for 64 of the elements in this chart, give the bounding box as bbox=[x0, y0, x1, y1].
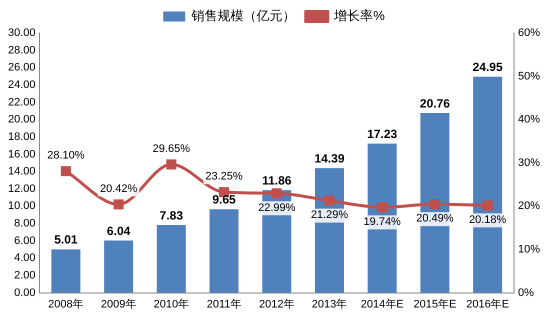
data-label: 14.39 bbox=[314, 151, 345, 166]
y-tick-label: 0.00 bbox=[14, 286, 36, 299]
x-tick-label: 2011年 bbox=[206, 298, 242, 310]
point bbox=[166, 159, 176, 170]
x-tick-label: 2014年E bbox=[360, 298, 404, 310]
data-label: 20.76 bbox=[420, 96, 450, 110]
y-tick-label: 20.00 bbox=[8, 114, 36, 126]
data-label: 5.01 bbox=[54, 232, 78, 247]
point bbox=[114, 199, 124, 210]
y-tick-label: 12.00 bbox=[8, 182, 36, 195]
data-label: 20.18% bbox=[468, 214, 506, 226]
y-tick-label: 6.00 bbox=[14, 234, 36, 247]
x-tick-label: 2016年E bbox=[466, 298, 510, 310]
y-tick-label: 2.00 bbox=[14, 270, 36, 282]
bar bbox=[156, 224, 186, 293]
data-label: 17.23 bbox=[367, 126, 398, 141]
y2-tick-label: 40% bbox=[518, 114, 540, 126]
data-label: 9.65 bbox=[212, 192, 236, 207]
y-tick-label: 10.00 bbox=[8, 200, 36, 212]
y2-tick-label: 0% bbox=[518, 286, 534, 299]
y-tick-label: 24.00 bbox=[8, 78, 36, 91]
data-label: 20.42% bbox=[100, 182, 138, 195]
y-tick-label: 22.00 bbox=[8, 96, 36, 108]
x-tick-label: 2012年 bbox=[259, 298, 294, 310]
bar bbox=[104, 240, 134, 293]
data-label: 29.65% bbox=[152, 142, 190, 155]
y2-tick-label: 10% bbox=[518, 244, 540, 256]
data-label: 28.10% bbox=[47, 150, 85, 162]
data-label: 6.04 bbox=[106, 224, 131, 238]
y-tick-label: 4.00 bbox=[14, 252, 36, 264]
x-tick-label: 2010年 bbox=[154, 298, 190, 310]
legend-label: 销售规模（亿元） bbox=[190, 8, 296, 24]
point bbox=[324, 196, 335, 206]
point bbox=[272, 188, 282, 198]
point bbox=[60, 166, 71, 176]
data-label: 20.49% bbox=[416, 212, 454, 225]
y-tick-label: 28.00 bbox=[8, 44, 36, 56]
x-tick-label: 2013年 bbox=[312, 298, 348, 310]
y2-tick-label: 30% bbox=[518, 156, 540, 169]
data-label: 24.95 bbox=[472, 60, 503, 74]
y2-tick-label: 60% bbox=[518, 27, 540, 40]
bar bbox=[51, 249, 80, 293]
point bbox=[482, 200, 493, 210]
point bbox=[377, 202, 388, 212]
data-label: 22.99% bbox=[258, 202, 296, 214]
y-tick-label: 8.00 bbox=[14, 218, 36, 230]
y-tick-label: 30.00 bbox=[8, 27, 36, 40]
y-tick-label: 16.00 bbox=[8, 148, 36, 160]
y-tick-label: 14.00 bbox=[8, 166, 36, 178]
x-tick-label: 2015年E bbox=[414, 298, 456, 310]
x-tick-label: 2008年 bbox=[48, 298, 84, 310]
data-label: 19.74% bbox=[364, 216, 402, 228]
data-label: 21.29% bbox=[310, 209, 348, 222]
data-label: 23.25% bbox=[205, 170, 243, 183]
data-label: 7.83 bbox=[160, 208, 184, 222]
y-tick-label: 26.00 bbox=[8, 62, 36, 74]
y-tick-label: 18.00 bbox=[8, 130, 36, 143]
x-tick-label: 2009年 bbox=[100, 298, 136, 310]
y2-tick-label: 50% bbox=[518, 70, 540, 82]
bar bbox=[210, 209, 239, 293]
legend-label: 增长率% bbox=[333, 8, 386, 24]
y2-tick-label: 20% bbox=[518, 200, 540, 212]
point bbox=[430, 199, 440, 210]
data-label: 11.86 bbox=[262, 173, 292, 188]
